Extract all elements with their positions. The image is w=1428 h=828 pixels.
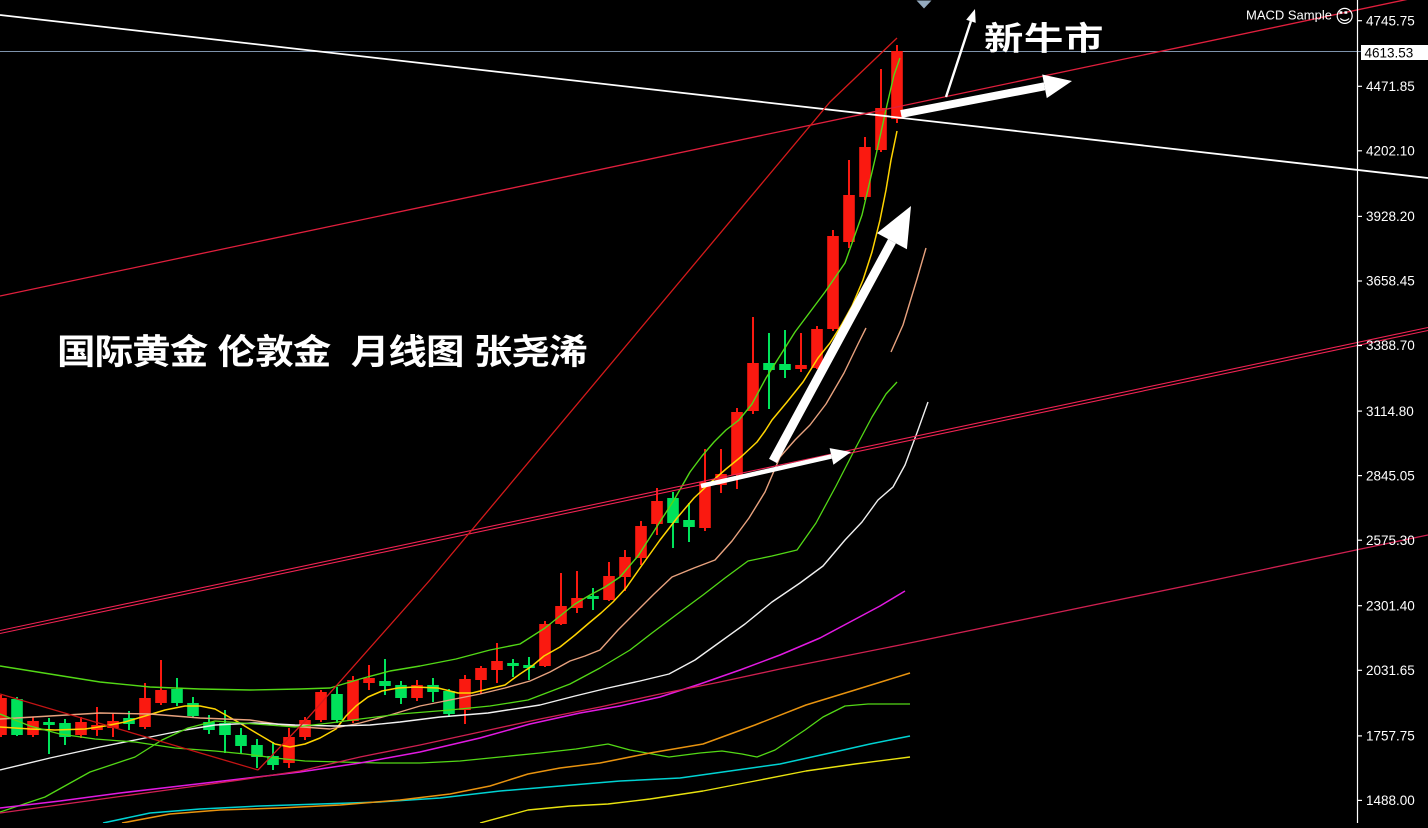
svg-text:3658.45: 3658.45	[1366, 274, 1415, 289]
svg-text:2575.30: 2575.30	[1366, 533, 1415, 548]
svg-text:2301.40: 2301.40	[1366, 598, 1415, 613]
svg-text:4202.10: 4202.10	[1366, 144, 1415, 159]
svg-text:3114.80: 3114.80	[1366, 404, 1414, 419]
svg-text:3928.20: 3928.20	[1366, 209, 1415, 224]
svg-text:4745.75: 4745.75	[1366, 13, 1415, 28]
svg-text:3388.70: 3388.70	[1366, 338, 1415, 353]
svg-text:4471.85: 4471.85	[1366, 79, 1415, 94]
svg-text:4613.53: 4613.53	[1365, 45, 1414, 60]
svg-text:2031.65: 2031.65	[1366, 663, 1415, 678]
svg-text:1757.75: 1757.75	[1366, 729, 1415, 744]
svg-text:2845.05: 2845.05	[1366, 468, 1415, 483]
svg-text:MACD Sample: MACD Sample	[1246, 8, 1332, 23]
svg-text:1488.00: 1488.00	[1366, 793, 1415, 808]
